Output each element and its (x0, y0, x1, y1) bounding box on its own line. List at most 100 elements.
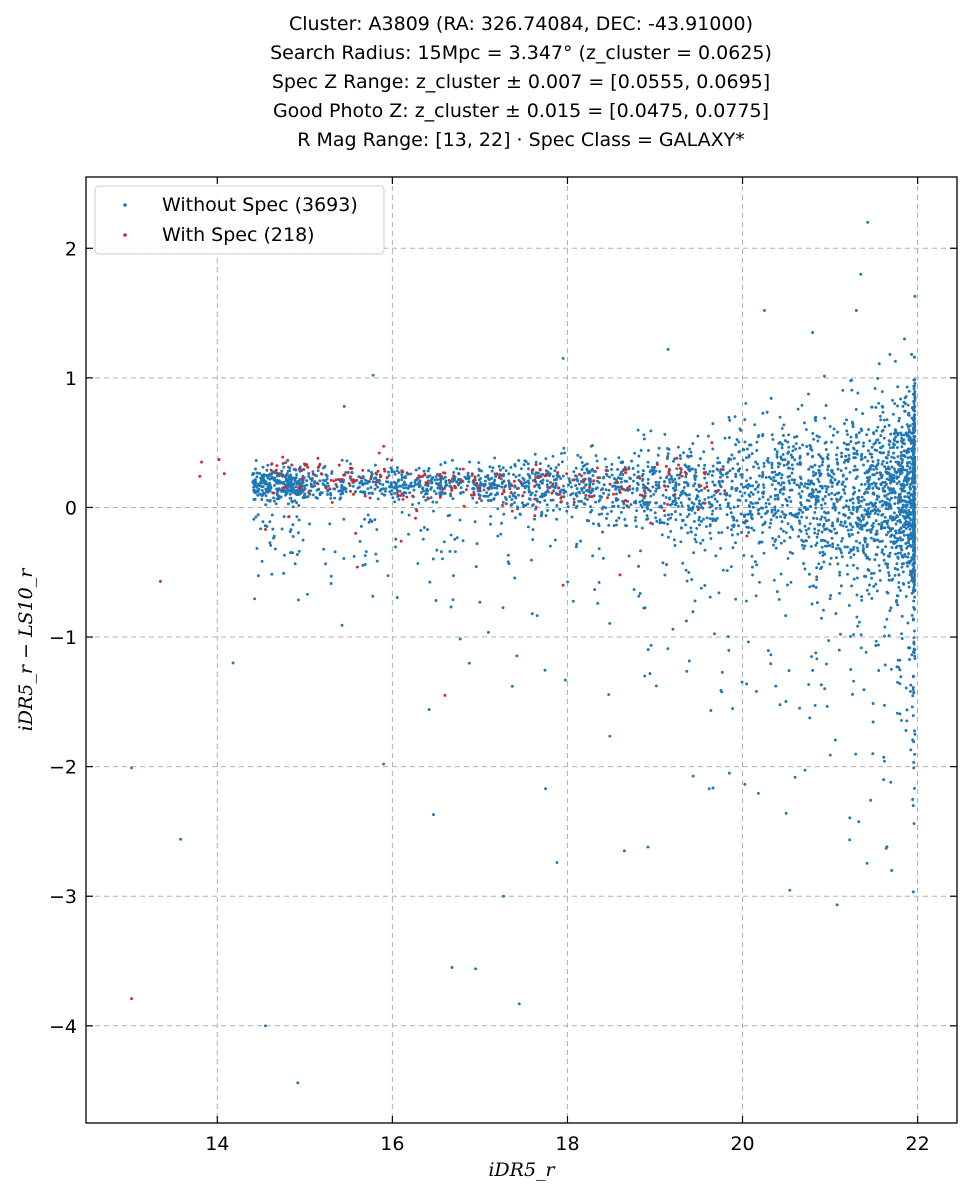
point-with-spec (530, 469, 534, 473)
point-without-spec (539, 480, 543, 484)
point-without-spec (681, 519, 684, 523)
point-without-spec (902, 438, 906, 442)
point-without-spec (609, 509, 613, 513)
point-without-spec (673, 489, 677, 493)
point-without-spec (859, 458, 863, 461)
point-without-spec (467, 661, 471, 665)
point-without-spec (895, 482, 899, 486)
point-without-spec (697, 464, 701, 467)
legend-box (94, 185, 385, 255)
point-without-spec (811, 331, 815, 334)
point-without-spec (466, 484, 469, 488)
point-without-spec (556, 475, 560, 479)
point-without-spec (908, 460, 912, 464)
point-without-spec (869, 530, 873, 534)
point-without-spec (682, 486, 686, 489)
point-with-spec (478, 487, 482, 491)
point-without-spec (846, 433, 849, 436)
point-without-spec (890, 533, 894, 537)
point-without-spec (721, 568, 725, 572)
point-with-spec (475, 481, 479, 485)
point-without-spec (907, 435, 911, 438)
point-without-spec (630, 459, 634, 463)
point-without-spec (366, 487, 370, 491)
point-without-spec (677, 476, 681, 480)
point-without-spec (887, 443, 891, 447)
point-with-spec (346, 471, 350, 474)
point-without-spec (669, 475, 673, 478)
point-without-spec (349, 462, 352, 466)
point-without-spec (322, 466, 325, 470)
point-without-spec (619, 470, 623, 474)
point-without-spec (715, 467, 719, 471)
point-without-spec (810, 602, 814, 606)
point-without-spec (876, 425, 880, 429)
point-without-spec (837, 511, 841, 515)
point-without-spec (847, 508, 851, 512)
point-without-spec (868, 528, 872, 532)
point-without-spec (430, 480, 434, 484)
point-without-spec (805, 532, 809, 536)
point-without-spec (906, 621, 910, 625)
point-without-spec (809, 545, 813, 548)
point-without-spec (660, 533, 664, 537)
point-without-spec (903, 396, 907, 400)
point-without-spec (762, 486, 766, 490)
point-without-spec (652, 492, 656, 496)
point-without-spec (832, 427, 836, 431)
point-without-spec (328, 522, 332, 526)
point-without-spec (591, 474, 595, 477)
point-without-spec (714, 489, 717, 493)
point-without-spec (896, 594, 900, 598)
point-without-spec (830, 475, 834, 479)
point-without-spec (884, 507, 888, 511)
point-without-spec (570, 485, 573, 489)
point-without-spec (476, 474, 480, 477)
point-without-spec (341, 480, 345, 484)
point-without-spec (317, 487, 321, 491)
point-without-spec (815, 517, 819, 521)
point-without-spec (700, 488, 703, 492)
point-without-spec (436, 486, 440, 490)
point-without-spec (786, 440, 790, 444)
point-without-spec (872, 521, 876, 525)
point-without-spec (813, 463, 817, 467)
point-with-spec (534, 463, 538, 467)
point-without-spec (846, 572, 850, 576)
point-without-spec (907, 491, 911, 495)
point-without-spec (866, 220, 870, 224)
point-with-spec (411, 494, 415, 498)
point-without-spec (869, 501, 873, 505)
point-without-spec (642, 437, 646, 441)
point-without-spec (821, 550, 825, 554)
point-without-spec (730, 453, 734, 457)
point-without-spec (665, 475, 669, 479)
point-without-spec (897, 506, 900, 510)
point-without-spec (896, 433, 900, 437)
point-without-spec (463, 475, 467, 479)
point-without-spec (502, 512, 506, 516)
point-without-spec (782, 423, 786, 427)
point-without-spec (789, 511, 793, 515)
point-without-spec (790, 525, 793, 529)
point-without-spec (726, 526, 730, 530)
point-without-spec (896, 475, 900, 479)
point-with-spec (376, 469, 380, 473)
point-without-spec (718, 492, 722, 496)
point-without-spec (731, 467, 735, 471)
point-without-spec (759, 506, 763, 510)
point-without-spec (813, 473, 817, 477)
point-without-spec (719, 507, 722, 511)
point-without-spec (251, 473, 255, 477)
point-without-spec (855, 546, 859, 550)
point-without-spec (910, 653, 914, 657)
point-without-spec (520, 483, 524, 487)
point-without-spec (624, 488, 628, 492)
point-without-spec (489, 498, 493, 502)
point-without-spec (857, 501, 861, 505)
point-without-spec (745, 479, 749, 483)
point-without-spec (367, 491, 371, 495)
point-without-spec (389, 492, 393, 496)
point-without-spec (862, 688, 866, 692)
point-without-spec (830, 497, 833, 501)
